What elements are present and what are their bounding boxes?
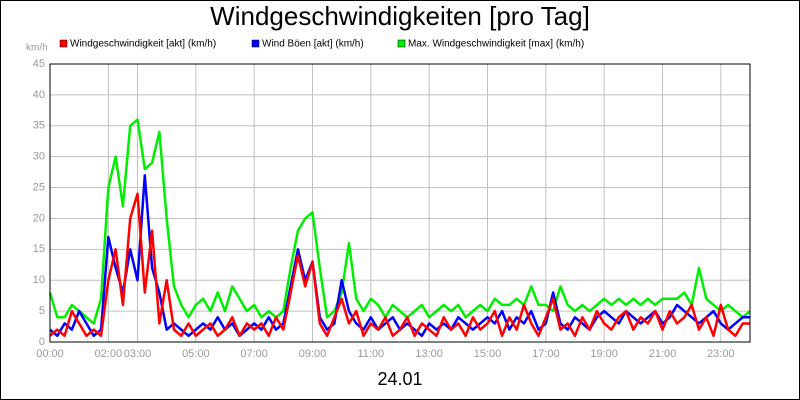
y-tick-label: 0 xyxy=(39,336,45,348)
x-tick-label: 11:00 xyxy=(357,348,384,360)
plot-area: 0 5 10 15 20 25 30 35 40 45 00:00 02:00 03:00 05:00 07… xyxy=(33,58,751,360)
x-tick-label: 09:00 xyxy=(299,348,327,360)
plot-frame xyxy=(49,63,751,343)
x-tick-label: 07:00 xyxy=(240,348,268,360)
x-tick-label: 05:00 xyxy=(182,348,210,360)
y-tick-label: 15 xyxy=(33,243,45,255)
x-tick-label: 03:00 xyxy=(124,348,152,360)
y-tick-label: 25 xyxy=(33,181,45,193)
legend-label: Wind Böen [akt] (km/h) xyxy=(262,39,364,50)
y-tick-label: 10 xyxy=(33,274,45,286)
y-tick-label: 20 xyxy=(33,212,45,224)
y-tick-label: 35 xyxy=(33,120,45,132)
y-axis-label: km/h xyxy=(26,43,48,54)
x-tick-label: 23:00 xyxy=(707,348,735,360)
plot-background xyxy=(50,64,750,342)
x-tick-label: 00:00 xyxy=(36,348,64,360)
legend-swatch xyxy=(59,39,68,48)
legend-label: Windgeschwindigkeit [akt] (km/h) xyxy=(70,39,216,50)
x-tick-label: 17:00 xyxy=(532,348,560,360)
x-tick-label: 21:00 xyxy=(649,348,677,360)
legend-swatch xyxy=(397,39,406,48)
series-line xyxy=(48,118,751,325)
y-tick-label: 30 xyxy=(33,151,45,163)
y-tick-label: 45 xyxy=(33,58,45,70)
x-tick-label: 15:00 xyxy=(474,348,502,360)
legend-swatch xyxy=(251,39,260,48)
x-axis-label: 24.01 xyxy=(377,369,422,389)
chart-title: Windgeschwindigkeiten [pro Tag] xyxy=(210,1,590,31)
x-tick-label: 02:00 xyxy=(95,348,123,360)
x-tick-label: 19:00 xyxy=(590,348,618,360)
y-tick-label: 5 xyxy=(39,305,45,317)
x-tick-label: 13:00 xyxy=(415,348,443,360)
legend-label: Max. Windgeschwindigkeit [max] (km/h) xyxy=(408,39,584,50)
series-line xyxy=(49,192,750,338)
y-tick-label: 40 xyxy=(33,89,45,101)
